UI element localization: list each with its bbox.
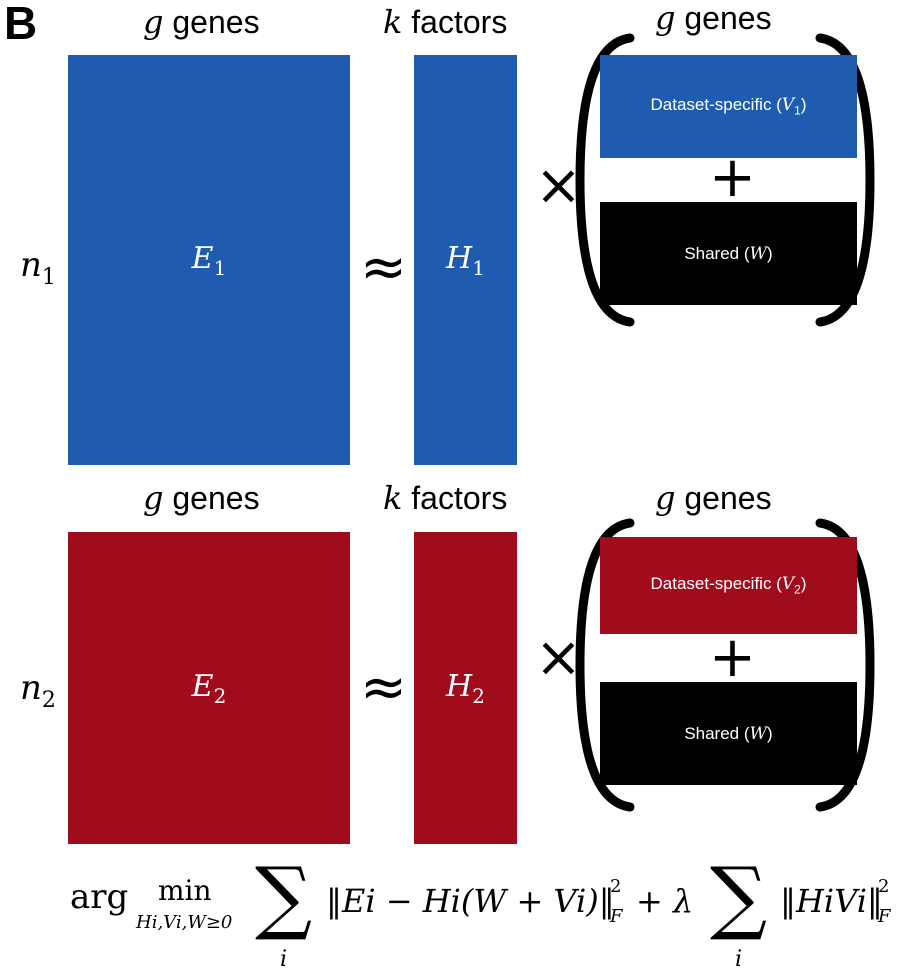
matrix-w2: Shared (W) bbox=[600, 682, 857, 785]
genes-header-w2: g genes bbox=[655, 479, 772, 517]
matrix-h2: H2 bbox=[414, 532, 517, 844]
panel-letter: B bbox=[4, 0, 38, 49]
formula-sum-1-index: i bbox=[280, 947, 287, 970]
genes-header-e2: g genes bbox=[143, 479, 260, 517]
formula-sum-2: ∑ bbox=[710, 862, 767, 943]
row-label-n1: n1 bbox=[20, 245, 56, 290]
matrix-h1: H1 bbox=[414, 55, 517, 465]
formula-term-2: ‖HiVi‖ bbox=[780, 882, 883, 920]
formula-sum-1: ∑ bbox=[255, 862, 312, 943]
genes-header-e1: g genes bbox=[143, 3, 260, 41]
factors-header-h2: k factors bbox=[383, 479, 508, 517]
matrix-v1: Dataset-specific (V1) bbox=[600, 55, 857, 158]
factors-header-h1: k factors bbox=[383, 3, 508, 41]
matrix-e1: E1 bbox=[68, 55, 350, 465]
formula-term-2-sup: 2 bbox=[878, 876, 889, 897]
row-label-n2: n2 bbox=[20, 668, 56, 713]
formula-sum-2-index: i bbox=[735, 947, 742, 970]
formula-term-2-sub: F bbox=[877, 906, 892, 927]
matrix-h2-label: H2 bbox=[446, 668, 485, 708]
formula-term-1-sub: F bbox=[609, 906, 624, 927]
left-paren-1 bbox=[575, 33, 635, 327]
matrix-w1-label: Shared (W) bbox=[684, 243, 773, 264]
matrix-e2-label: E2 bbox=[191, 668, 227, 708]
formula-min-subscript: Hi,Vi,W≥0 bbox=[135, 912, 232, 933]
matrix-w2-label: Shared (W) bbox=[684, 723, 773, 744]
matrix-e2: E2 bbox=[68, 532, 350, 844]
genes-header-w1: g genes bbox=[655, 0, 772, 37]
formula-term-1: ‖Ei − Hi(W + Vi)‖ bbox=[326, 882, 615, 920]
objective-formula: arg min Hi,Vi,W≥0 ∑ i ‖Ei − Hi(W + Vi)‖ … bbox=[70, 862, 892, 970]
plus-symbol-2: + bbox=[709, 625, 756, 690]
formula-arg: arg bbox=[70, 877, 128, 917]
matrix-e1-label: E1 bbox=[191, 240, 227, 280]
matrix-h1-label: H1 bbox=[446, 240, 485, 280]
plus-symbol-1: + bbox=[709, 145, 756, 210]
formula-min: min bbox=[158, 874, 212, 907]
times-symbol-1: × bbox=[535, 153, 582, 218]
formula-plus-lambda: + λ bbox=[636, 882, 693, 920]
approx-symbol-1: ≈ bbox=[360, 235, 407, 300]
right-paren-1 bbox=[815, 33, 875, 327]
bracket-group-1 bbox=[575, 33, 875, 327]
matrix-v1-label: Dataset-specific (V1) bbox=[650, 95, 807, 118]
matrix-v2: Dataset-specific (V2) bbox=[600, 537, 857, 634]
times-symbol-2: × bbox=[535, 625, 582, 690]
matrix-v2-label: Dataset-specific (V2) bbox=[650, 574, 807, 597]
matrix-w1: Shared (W) bbox=[600, 202, 857, 305]
formula-term-1-sup: 2 bbox=[610, 876, 621, 897]
approx-symbol-2: ≈ bbox=[360, 655, 407, 720]
